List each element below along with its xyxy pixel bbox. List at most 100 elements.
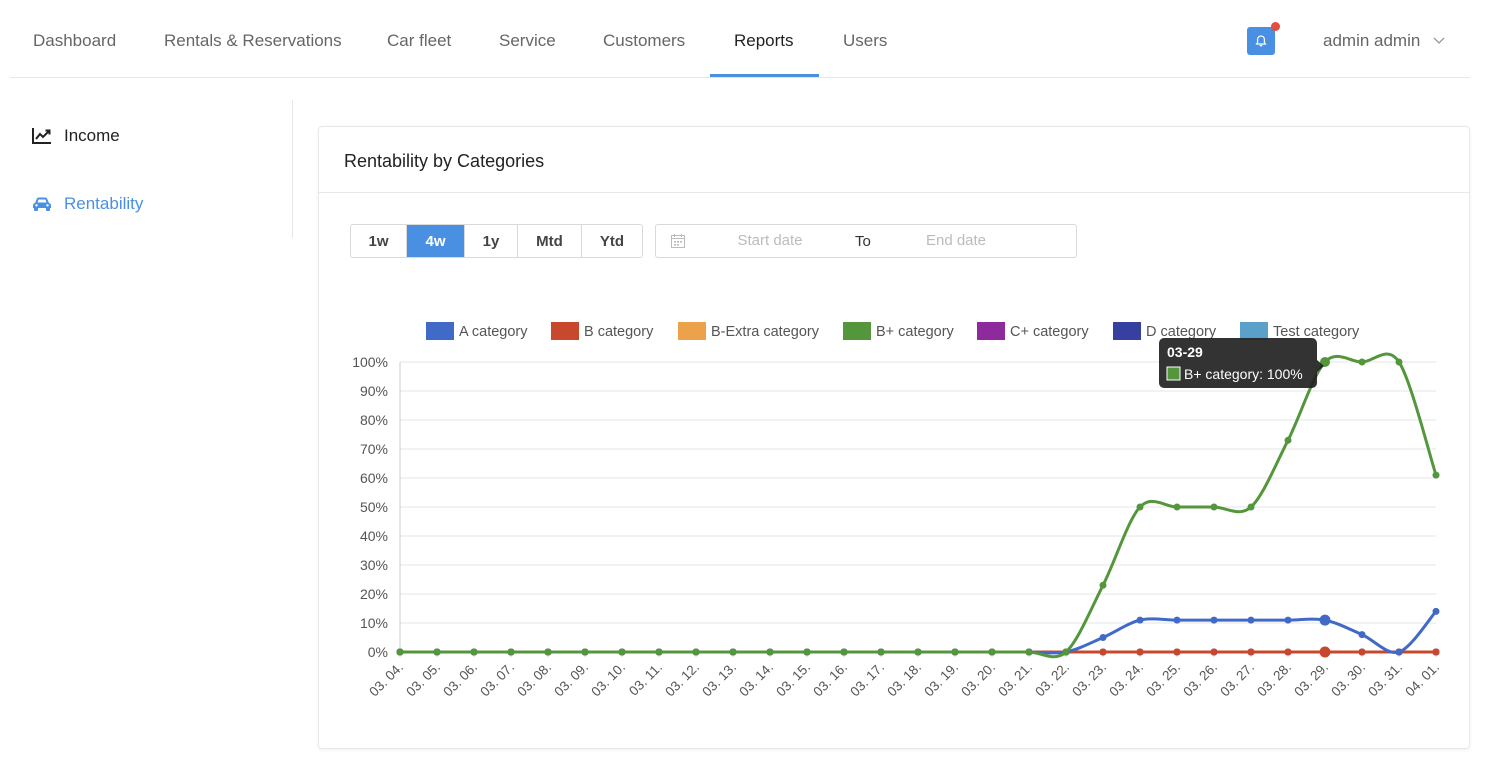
data-point-b-plus-category[interactable] xyxy=(433,648,441,656)
active-tab-indicator xyxy=(710,74,819,77)
data-point-b-plus-category[interactable] xyxy=(470,648,478,656)
data-point-b-plus-category[interactable] xyxy=(951,648,959,656)
data-point-a-category[interactable] xyxy=(1358,631,1366,639)
legend-label-b-plus-category[interactable]: B+ category xyxy=(876,324,955,340)
legend-swatch-b-plus-category[interactable] xyxy=(843,322,871,340)
data-point-b-category[interactable] xyxy=(1210,648,1218,656)
data-point-b-category[interactable] xyxy=(1284,648,1292,656)
data-point-a-category[interactable] xyxy=(1284,616,1292,624)
x-tick-label: 03. 15. xyxy=(773,660,813,700)
period-1y-button[interactable]: 1y xyxy=(465,225,518,257)
period-ytd-button[interactable]: Ytd xyxy=(582,225,642,257)
data-point-b-plus-category[interactable] xyxy=(766,648,774,656)
data-point-b-plus-category[interactable] xyxy=(1395,358,1403,366)
x-tick-label: 03. 09. xyxy=(551,660,591,700)
legend-label-c-plus-category[interactable]: C+ category xyxy=(1010,324,1089,340)
data-point-b-plus-category[interactable] xyxy=(544,648,552,656)
user-menu[interactable]: admin admin xyxy=(1323,31,1421,50)
period-4w-button[interactable]: 4w xyxy=(407,225,465,257)
legend-label-b-category[interactable]: B category xyxy=(584,324,654,340)
data-point-b-plus-category[interactable] xyxy=(581,648,589,656)
data-point-b-plus-category[interactable] xyxy=(618,648,626,656)
data-point-b-plus-category[interactable] xyxy=(396,648,404,656)
period-mtd-button[interactable]: Mtd xyxy=(518,225,582,257)
data-point-b-category[interactable] xyxy=(1099,648,1107,656)
nav-reports[interactable]: Reports xyxy=(734,31,794,50)
highlight-point-b-category xyxy=(1319,646,1331,658)
data-point-b-category[interactable] xyxy=(1432,648,1440,656)
data-point-a-category[interactable] xyxy=(1210,616,1218,624)
nav-users[interactable]: Users xyxy=(843,31,888,50)
sidebar-item-label: Rentability xyxy=(64,194,144,213)
legend-label-a-category[interactable]: A category xyxy=(459,324,528,340)
x-tick-label: 03. 18. xyxy=(884,660,924,700)
data-point-b-category[interactable] xyxy=(1358,648,1366,656)
period-1w-button[interactable]: 1w xyxy=(351,225,407,257)
nav-customers[interactable]: Customers xyxy=(603,31,686,50)
y-tick-label: 20% xyxy=(360,586,388,602)
data-point-b-category[interactable] xyxy=(1247,648,1255,656)
data-point-a-category[interactable] xyxy=(1247,616,1255,624)
data-point-b-plus-category[interactable] xyxy=(840,648,848,656)
data-point-b-plus-category[interactable] xyxy=(1432,471,1440,479)
data-point-a-category[interactable] xyxy=(1099,634,1107,641)
data-point-b-plus-category[interactable] xyxy=(877,648,885,656)
legend-swatch-b-extra-category[interactable] xyxy=(678,322,706,340)
data-point-a-category[interactable] xyxy=(1136,616,1144,624)
data-point-b-plus-category[interactable] xyxy=(729,648,737,656)
x-tick-label: 03. 26. xyxy=(1180,660,1220,700)
y-tick-label: 50% xyxy=(360,499,388,515)
rentability-card: Rentability by Categories 1w 4w 1y Mtd Y… xyxy=(318,126,1470,749)
data-point-b-plus-category[interactable] xyxy=(1099,581,1107,589)
legend-label-d-category[interactable]: D category xyxy=(1146,324,1217,340)
data-point-b-plus-category[interactable] xyxy=(692,648,700,656)
end-date-input[interactable] xyxy=(896,232,1016,249)
data-point-b-plus-category[interactable] xyxy=(1136,503,1144,511)
data-point-b-plus-category[interactable] xyxy=(1173,503,1181,511)
x-tick-label: 03. 23. xyxy=(1069,660,1109,700)
sidebar-item-income[interactable]: Income xyxy=(32,126,120,146)
legend-label-test-category[interactable]: Test category xyxy=(1273,324,1360,340)
data-point-a-category[interactable] xyxy=(1395,648,1403,656)
x-tick-label: 03. 13. xyxy=(699,660,739,700)
data-point-b-plus-category[interactable] xyxy=(914,648,922,656)
y-tick-label: 30% xyxy=(360,557,388,573)
nav-car-fleet[interactable]: Car fleet xyxy=(387,31,452,50)
data-point-b-category[interactable] xyxy=(1136,648,1144,656)
nav-dashboard[interactable]: Dashboard xyxy=(33,31,117,50)
nav-service[interactable]: Service xyxy=(499,31,556,50)
data-point-b-category[interactable] xyxy=(1173,648,1181,656)
nav-rentals-reservations[interactable]: Rentals & Reservations xyxy=(164,31,342,50)
data-point-b-plus-category[interactable] xyxy=(1284,436,1292,444)
legend-swatch-b-category[interactable] xyxy=(551,322,579,340)
data-point-b-plus-category[interactable] xyxy=(1247,503,1255,511)
car-icon xyxy=(32,194,52,214)
data-point-b-plus-category[interactable] xyxy=(988,648,996,656)
data-point-b-plus-category[interactable] xyxy=(1210,503,1218,511)
data-point-a-category[interactable] xyxy=(1432,607,1440,615)
x-tick-label: 03. 29. xyxy=(1291,660,1331,700)
data-point-b-plus-category[interactable] xyxy=(655,648,663,656)
data-point-b-plus-category[interactable] xyxy=(1358,358,1366,366)
highlight-point-b-plus-category xyxy=(1320,357,1330,367)
legend-swatch-d-category[interactable] xyxy=(1113,322,1141,340)
notifications-button[interactable] xyxy=(1247,27,1275,55)
data-point-b-plus-category[interactable] xyxy=(507,648,515,656)
data-point-b-plus-category[interactable] xyxy=(803,648,811,656)
data-point-b-plus-category[interactable] xyxy=(1025,648,1033,656)
x-tick-label: 03. 19. xyxy=(921,660,961,700)
date-to-label: To xyxy=(855,233,871,250)
y-tick-label: 80% xyxy=(360,412,388,428)
sidebar-item-rentability[interactable]: Rentability xyxy=(32,194,143,214)
chevron-down-icon[interactable] xyxy=(1432,33,1446,47)
legend-swatch-c-plus-category[interactable] xyxy=(977,322,1005,340)
legend-swatch-a-category[interactable] xyxy=(426,322,454,340)
data-point-a-category[interactable] xyxy=(1173,616,1181,624)
y-tick-label: 70% xyxy=(360,441,388,457)
start-date-input[interactable] xyxy=(710,232,830,249)
legend-label-b-extra-category[interactable]: B-Extra category xyxy=(711,324,820,340)
data-point-b-plus-category[interactable] xyxy=(1062,648,1070,656)
x-tick-label: 03. 31. xyxy=(1365,660,1405,700)
x-tick-label: 03. 12. xyxy=(662,660,702,700)
legend-swatch-test-category[interactable] xyxy=(1240,322,1268,340)
